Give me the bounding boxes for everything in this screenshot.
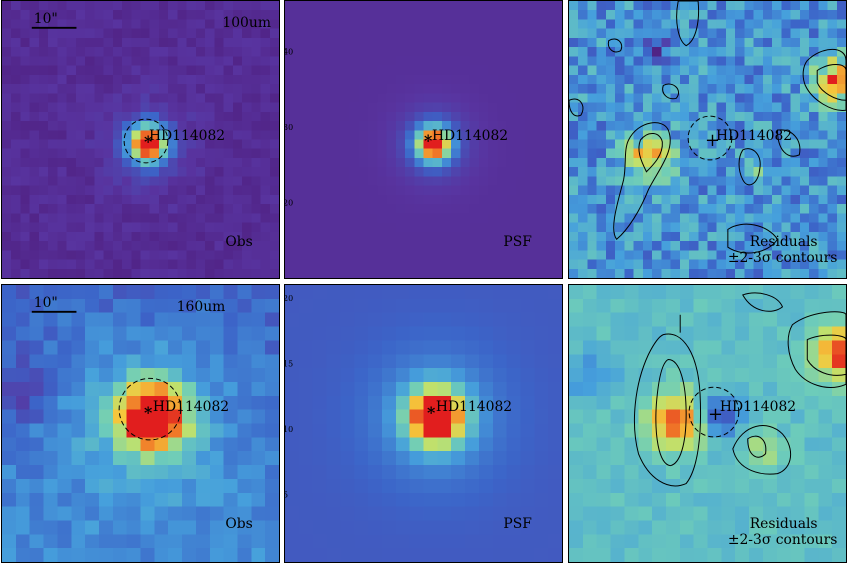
- contours: [569, 1, 846, 254]
- overlay-100um-obs: 10" 100um * HD114082 Obs: [31, 11, 271, 250]
- star-marker-icon: *: [144, 403, 152, 422]
- target-label: HD114082: [432, 128, 508, 144]
- target-label: HD114082: [716, 128, 792, 144]
- panel-label-line1: Residuals: [750, 516, 818, 532]
- star-marker-icon: *: [144, 132, 152, 151]
- image-100um-psf: [285, 1, 562, 278]
- panel-160um-residuals: + HD114082 Residuals ±2-3σ contours: [568, 284, 847, 563]
- overlay-160um-obs: 10" 160um * HD114082 Obs: [31, 295, 253, 532]
- scale-bar-label: 10": [34, 295, 58, 311]
- star-marker-icon: *: [424, 131, 432, 150]
- image-160um-residuals: [569, 285, 846, 562]
- panel-label: Obs: [225, 516, 252, 532]
- tick-label: 20: [285, 294, 293, 303]
- image-100um-residuals: [569, 1, 846, 278]
- panel-100um-psf: 40 30 20 * HD114082 PSF: [284, 0, 563, 279]
- tick-label: 5: [285, 490, 288, 499]
- image-160um-obs: [2, 285, 279, 562]
- aperture-circle: [123, 118, 169, 164]
- band-label: 100um: [222, 15, 271, 31]
- overlay-100um-residuals: + HD114082 Residuals ±2-3σ contours: [569, 1, 846, 266]
- target-label: HD114082: [720, 399, 796, 415]
- overlay-160um-residuals: + HD114082 Residuals ±2-3σ contours: [633, 292, 846, 548]
- panel-label-line2: ±2-3σ contours: [728, 250, 838, 266]
- panel-160um-psf: 20 15 10 5 * HD114082 PSF: [284, 284, 563, 563]
- panel-100um-obs: 10" 100um * HD114082 Obs: [1, 0, 280, 279]
- panel-label: PSF: [503, 234, 532, 250]
- tick-label: 30: [285, 123, 293, 132]
- aperture-circle: [688, 386, 740, 438]
- image-100um-obs: [2, 1, 279, 278]
- image-160um-psf: [285, 285, 562, 562]
- panel-label: Obs: [225, 234, 252, 250]
- scale-bar-label: 10": [34, 11, 58, 27]
- band-label: 160um: [177, 299, 226, 315]
- tick-label: 10: [285, 425, 293, 434]
- cross-marker-icon: +: [708, 404, 723, 425]
- target-label: HD114082: [436, 399, 512, 415]
- tick-label: 20: [285, 199, 293, 208]
- overlay-160um-psf: 20 15 10 5 * HD114082 PSF: [285, 294, 532, 532]
- target-label: HD114082: [149, 128, 225, 144]
- overlay-100um-psf: 40 30 20 * HD114082 PSF: [285, 48, 532, 251]
- panel-100um-residuals: + HD114082 Residuals ±2-3σ contours: [568, 0, 847, 279]
- tick-label: 40: [285, 48, 293, 57]
- aperture-circle: [118, 377, 182, 441]
- panel-label-line1: Residuals: [750, 234, 818, 250]
- panel-160um-obs: 10" 160um * HD114082 Obs: [1, 284, 280, 563]
- aperture-circle: [687, 115, 733, 161]
- target-label: HD114082: [153, 399, 229, 415]
- cross-marker-icon: +: [705, 130, 720, 151]
- panel-label-line2: ±2-3σ contours: [728, 532, 838, 548]
- tick-label: 15: [285, 359, 293, 368]
- panel-label: PSF: [503, 516, 532, 532]
- contours: [633, 292, 846, 487]
- star-marker-icon: *: [427, 403, 435, 422]
